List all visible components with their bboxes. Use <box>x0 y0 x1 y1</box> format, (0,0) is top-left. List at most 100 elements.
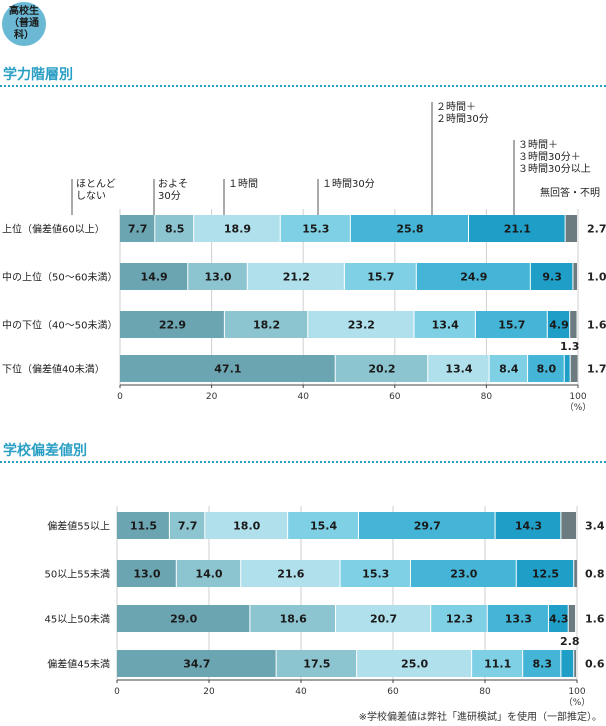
bar-segment <box>528 355 564 382</box>
x-tick-label: 100 <box>569 392 586 402</box>
bar-segment <box>117 650 276 677</box>
category-label: 上位（偏差値60以上） <box>2 223 105 236</box>
data-label: 14.9 <box>141 271 168 284</box>
data-label: 18.9 <box>224 223 251 236</box>
footnote: ※学校偏差値は弊社「進研模試」を使用（一部推定）。 <box>358 712 602 723</box>
bar-segment <box>276 650 357 677</box>
data-label: 8.0 <box>537 363 557 376</box>
data-label: 1.6 <box>585 613 605 626</box>
data-label: 21.2 <box>283 271 310 284</box>
category-label: 偏差値45未満 <box>47 658 110 671</box>
data-label: 11.1 <box>484 658 511 671</box>
x-tick-label: 20 <box>203 687 215 697</box>
bar-segment <box>308 311 414 338</box>
category-label: 偏差値55以上 <box>47 520 110 533</box>
data-label: 2.8 <box>560 635 580 648</box>
x-unit-label: （%） <box>565 402 592 413</box>
legend-label: ほとんど <box>76 178 116 190</box>
bar-segment <box>523 650 561 677</box>
bar-segment <box>176 560 241 587</box>
bar-segment <box>410 560 516 587</box>
bar-segment <box>495 512 561 539</box>
bar-segment <box>250 605 335 632</box>
bar-segment <box>416 263 530 290</box>
data-label: 3.4 <box>585 520 605 533</box>
data-label: 17.5 <box>303 658 330 671</box>
bar-segment <box>335 605 431 632</box>
data-label: 29.0 <box>170 613 197 626</box>
category-label: 中の下位（40～50未満） <box>2 319 117 332</box>
category-badge: 高校生 （普通科） <box>2 2 46 46</box>
x-tick-label: 40 <box>295 687 307 697</box>
data-label: 12.3 <box>446 613 473 626</box>
data-label: 8.3 <box>533 658 553 671</box>
data-label: 14.0 <box>195 568 222 581</box>
bar-segment <box>468 215 565 242</box>
data-label: 24.9 <box>460 271 487 284</box>
data-label: 18.2 <box>253 319 280 332</box>
data-label: 15.4 <box>310 520 337 533</box>
bar-segment <box>358 512 495 539</box>
bar-segment <box>570 355 578 382</box>
bar-segment <box>117 605 250 632</box>
data-label: 8.4 <box>499 363 519 376</box>
bar-segment <box>120 215 155 242</box>
x-tick-label: 20 <box>206 392 218 402</box>
bar-segment <box>516 560 574 587</box>
x-tick-label: 0 <box>114 687 120 697</box>
bar-segment <box>340 560 410 587</box>
x-tick-label: 40 <box>297 392 309 402</box>
data-label: 18.0 <box>233 520 260 533</box>
data-label: 18.6 <box>280 613 307 626</box>
bar-segment <box>564 355 570 382</box>
x-tick-label: 60 <box>387 687 399 697</box>
data-label: 1.3 <box>560 340 580 353</box>
bar-segment <box>117 560 176 587</box>
bar-segment <box>117 512 169 539</box>
bar-segment <box>489 355 528 382</box>
data-label: 4.9 <box>549 319 569 332</box>
section-divider <box>0 461 606 463</box>
bar-segment <box>350 215 468 242</box>
data-label: 22.9 <box>159 319 186 332</box>
legend-label: ３時間30分＋ <box>518 151 581 163</box>
data-label: 13.0 <box>204 271 231 284</box>
legend-label: ３時間＋ <box>518 139 558 151</box>
bar-segment <box>487 605 548 632</box>
data-label: 25.8 <box>396 223 423 236</box>
data-label: 7.7 <box>128 223 148 236</box>
data-label: 23.0 <box>450 568 477 581</box>
data-label: 2.7 <box>587 223 606 236</box>
bar-segment <box>344 263 416 290</box>
data-label: 15.3 <box>302 223 329 236</box>
bar-segment <box>120 263 188 290</box>
data-label: 15.7 <box>498 319 525 332</box>
bar-segment <box>205 512 288 539</box>
legend-label: ２時間＋ <box>436 101 476 113</box>
data-label: 0.6 <box>585 658 605 671</box>
bar-segment <box>561 650 574 677</box>
bar-segment <box>565 215 577 242</box>
badge-line1: 高校生 <box>9 6 39 17</box>
data-label: 8.5 <box>165 223 185 236</box>
legend-label: １時間 <box>228 178 258 190</box>
data-label: 15.7 <box>367 271 394 284</box>
data-label: 1.0 <box>587 271 606 284</box>
data-label: 11.5 <box>130 520 157 533</box>
data-label: 20.2 <box>368 363 395 376</box>
data-label: 29.7 <box>414 520 441 533</box>
data-label: 21.6 <box>277 568 304 581</box>
data-label: 1.6 <box>587 319 606 332</box>
category-label: 下位（偏差値40未満） <box>2 363 105 376</box>
bar-segment <box>548 605 568 632</box>
x-tick-label: 60 <box>389 392 401 402</box>
data-label: 23.2 <box>348 319 375 332</box>
bar-segment <box>169 512 205 539</box>
bar-segment <box>194 215 280 242</box>
data-label: 21.1 <box>504 223 531 236</box>
data-label: 13.3 <box>505 613 532 626</box>
legend-label: しない <box>76 190 106 202</box>
x-tick-label: 80 <box>481 392 493 402</box>
bar-segment <box>561 512 576 539</box>
category-label: 50以上55未満 <box>45 569 110 581</box>
